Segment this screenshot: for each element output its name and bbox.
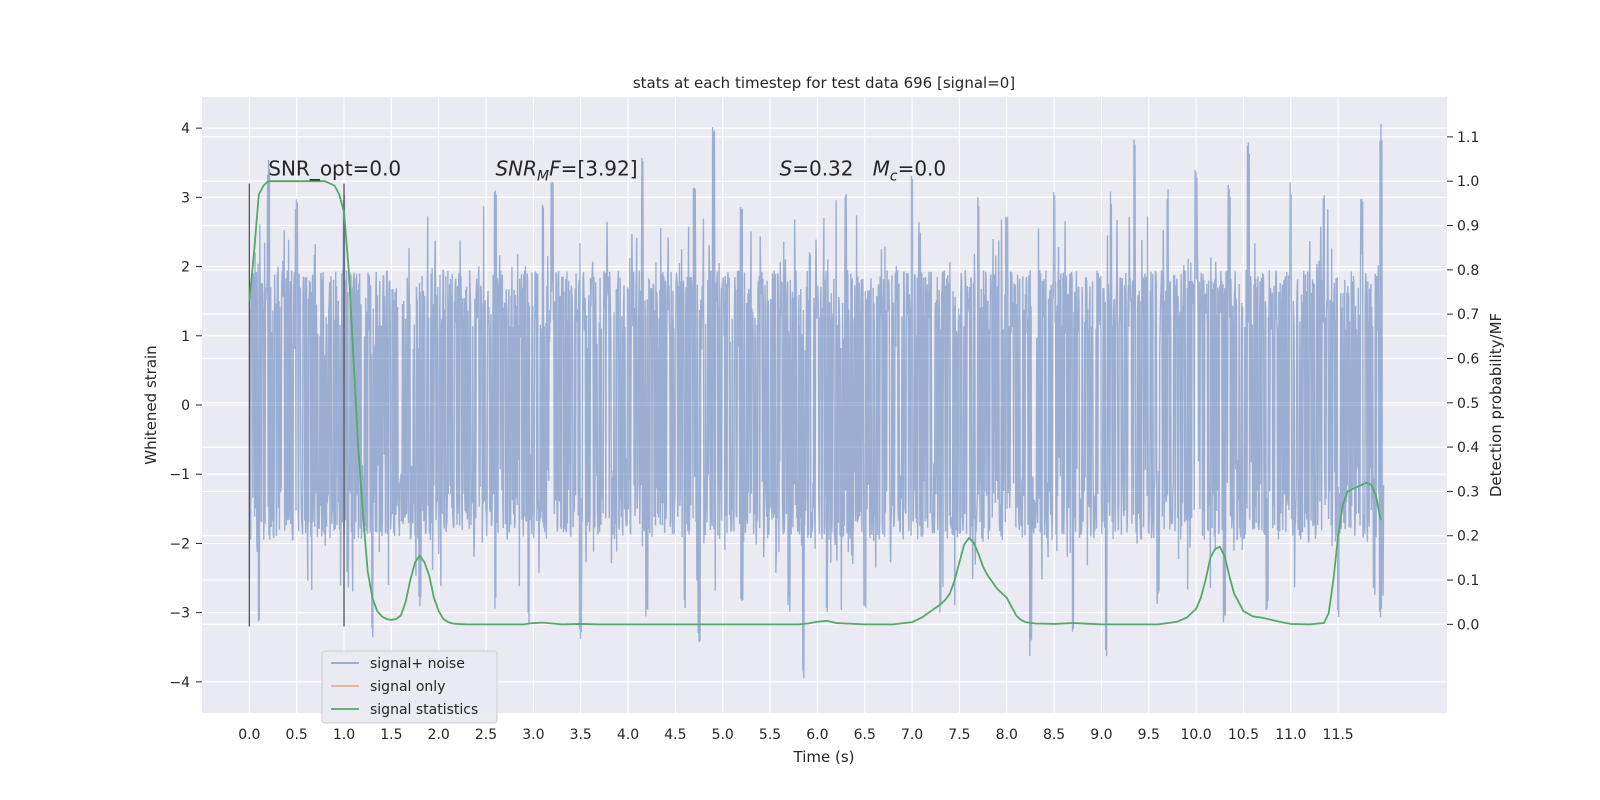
x-tick-label: 6.0: [806, 727, 828, 743]
left-y-tick-label: −1: [169, 467, 190, 483]
right-y-tick-label: 0.5: [1457, 396, 1479, 412]
left-y-tick-label: −3: [169, 606, 190, 622]
x-tick-label: 1.0: [333, 727, 355, 743]
legend-label-noise: signal+ noise: [370, 656, 465, 672]
x-tick-label: 3.0: [522, 727, 544, 743]
right-y-tick-label: 0.2: [1457, 529, 1479, 545]
x-axis-label: Time (s): [793, 748, 855, 766]
annotations: SNR_opt=0.0 SNRMF=[3.92] S=0.32 Mc=0.0: [268, 157, 946, 185]
left-y-tick-label: −4: [169, 675, 190, 691]
x-tick-label: 6.5: [854, 727, 876, 743]
left-y-tick-label: 3: [181, 190, 190, 206]
x-tick-label: 5.0: [712, 727, 734, 743]
statistics-line: [248, 180, 1382, 626]
x-tick-label: 8.5: [1043, 727, 1065, 743]
right-y-tick-label: 1.1: [1457, 130, 1479, 146]
annotation-0: SNR_opt=0.0: [268, 157, 401, 181]
x-tick-label: 0.0: [238, 727, 260, 743]
left-y-tick-label: −2: [169, 536, 190, 552]
right-y-tick-label: 0.0: [1457, 617, 1479, 633]
x-tick-label: 3.5: [570, 727, 592, 743]
x-tick-label: 4.5: [664, 727, 686, 743]
x-tick-label: 7.0: [901, 727, 923, 743]
right-y-tick-label: 0.4: [1457, 440, 1479, 456]
chart-title: stats at each timestep for test data 696…: [633, 74, 1015, 92]
noise-line: [248, 124, 1385, 679]
right-y-tick-label: 0.7: [1457, 307, 1479, 323]
x-tick-label: 0.5: [286, 727, 308, 743]
right-y-tick-label: 0.6: [1457, 351, 1479, 367]
legend-label-signal-only: signal only: [370, 679, 445, 695]
legend-label-statistics: signal statistics: [370, 702, 478, 718]
x-tick-label: 11.5: [1323, 727, 1354, 743]
signal-statistics-series: [248, 180, 1382, 626]
x-tick-label: 2.5: [475, 727, 497, 743]
x-tick-label: 1.5: [380, 727, 402, 743]
annotation-1: SNRMF=[3.92]: [495, 157, 637, 185]
right-y-tick-label: 0.3: [1457, 484, 1479, 500]
left-y-tick-label: 2: [181, 260, 190, 276]
x-tick-label: 10.5: [1228, 727, 1259, 743]
legend-box: [321, 650, 498, 724]
x-tick-label: 8.0: [996, 727, 1018, 743]
x-tick-label: 10.0: [1181, 727, 1212, 743]
x-axis-ticks: 0.0 0.5 1.0 1.5 2.0 2.5 3.0 3.5 4.0 4.5 5.0 5.5 6.0 6…: [238, 727, 1354, 743]
annotation-2: S=0.32 Mc=0.0: [780, 157, 947, 185]
right-y-axis-label: Detection probability/MF: [1487, 313, 1505, 497]
x-tick-label: 2.0: [428, 727, 450, 743]
right-y-tick-label: 0.8: [1457, 263, 1479, 279]
right-y-tick-label: 0.9: [1457, 219, 1479, 235]
x-tick-label: 11.0: [1275, 727, 1306, 743]
right-y-tick-label: 0.1: [1457, 573, 1479, 589]
x-tick-label: 5.5: [759, 727, 781, 743]
right-y-axis-ticks: 0.0 0.1 0.2 0.3 0.4 0.5 0.6 0.7 0.8 0.9 1.0 1.1: [1447, 130, 1479, 633]
left-y-axis-label: Whitened strain: [142, 345, 160, 464]
left-y-axis-ticks: −4 −3 −2 −1 0 1 2 3 4: [169, 121, 202, 691]
x-tick-label: 4.0: [617, 727, 639, 743]
left-y-tick-label: 1: [181, 329, 190, 345]
vertical-markers: [248, 183, 345, 627]
left-y-tick-label: 0: [181, 398, 190, 414]
left-y-tick-label: 4: [181, 121, 190, 137]
right-y-tick-label: 1.0: [1457, 174, 1479, 190]
x-tick-label: 9.0: [1090, 727, 1112, 743]
signal-plus-noise-series: [248, 124, 1385, 679]
x-tick-label: 7.5: [948, 727, 970, 743]
legend: signal+ noise signal only signal statist…: [321, 650, 498, 724]
x-tick-label: 9.5: [1138, 727, 1160, 743]
